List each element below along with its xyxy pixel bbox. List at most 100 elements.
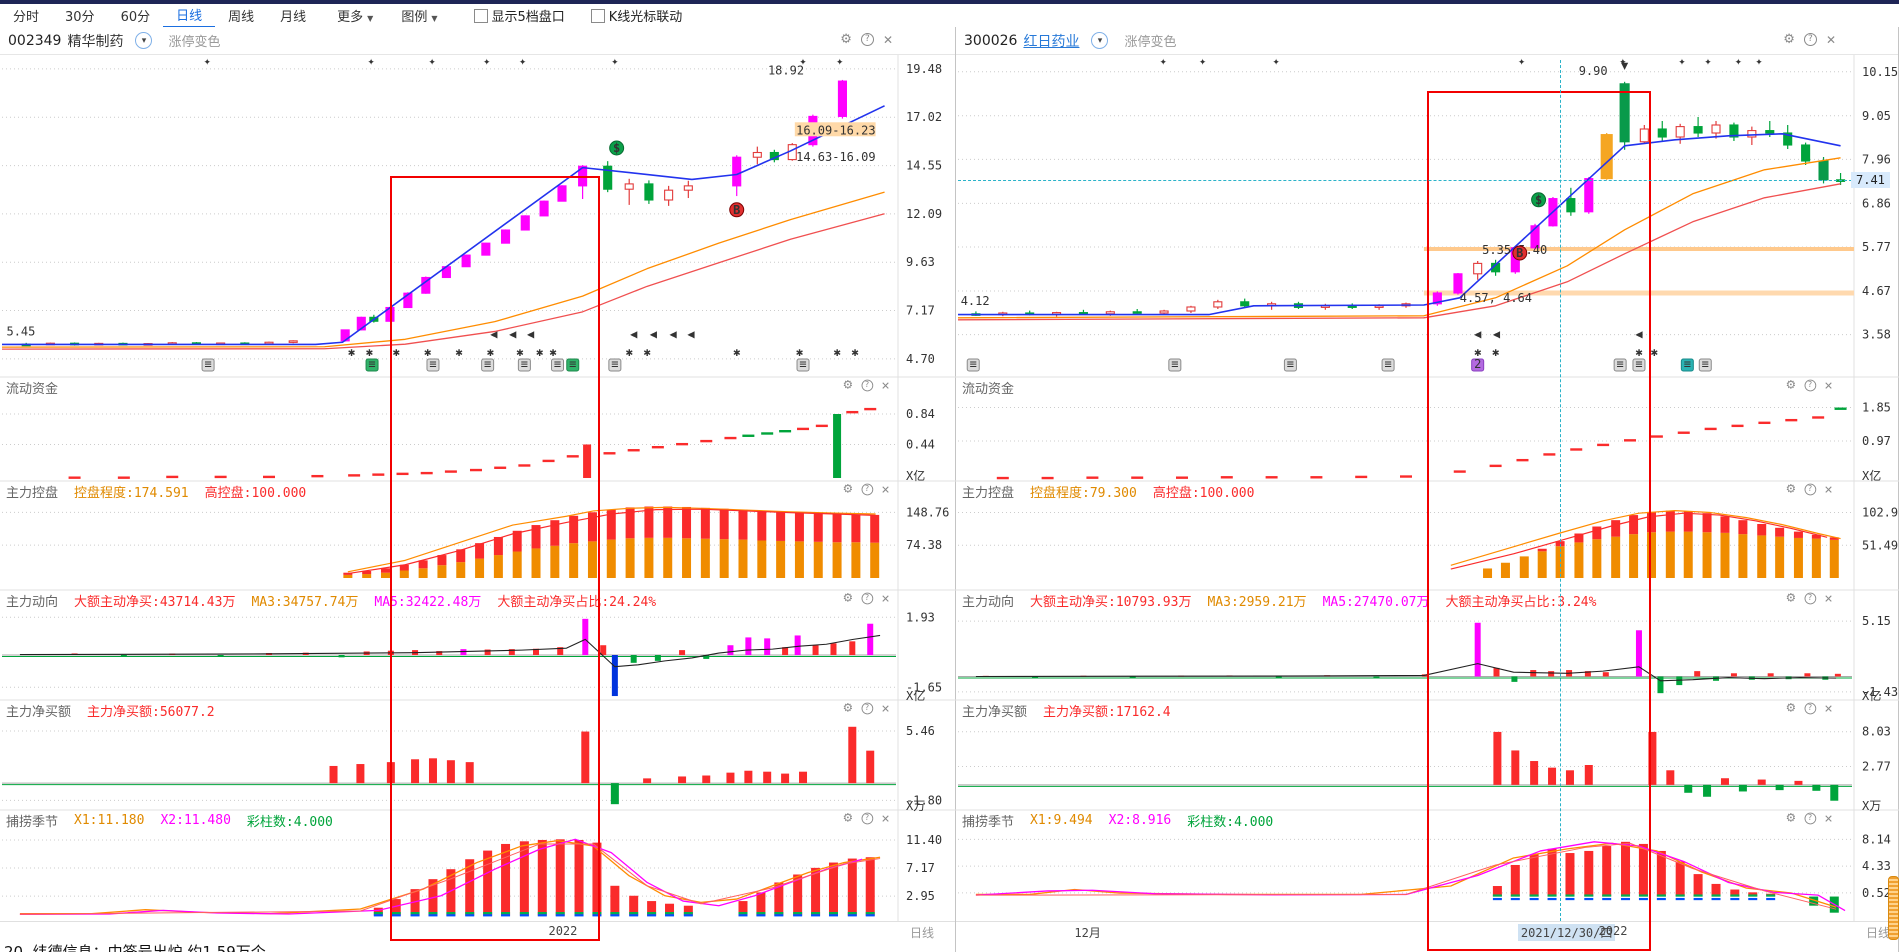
svg-text:19.48: 19.48 <box>906 62 942 76</box>
svg-text:✦: ✦ <box>836 55 843 68</box>
svg-text:◀: ◀ <box>490 327 498 341</box>
close-icon[interactable]: ✕ <box>1824 812 1834 825</box>
close-icon[interactable]: ✕ <box>881 702 891 715</box>
indicator-label: 流动资金 <box>962 381 1015 397</box>
gear-icon[interactable]: ⚙ <box>842 591 854 606</box>
svg-text:≡: ≡ <box>1384 357 1391 371</box>
svg-text:X亿: X亿 <box>906 688 925 703</box>
help-icon[interactable]: ? <box>861 812 874 825</box>
indicator-header-move: 主力动向 大额主动净买:43714.43万 MA3:34757.74万 MA5:324… <box>6 591 656 610</box>
gear-icon[interactable]: ⚙ <box>1785 591 1797 606</box>
svg-text:✦: ✦ <box>368 55 375 68</box>
gear-icon[interactable]: ⚙ <box>842 378 854 393</box>
svg-text:✱: ✱ <box>424 345 431 359</box>
stock-code: 002349 <box>8 32 62 49</box>
svg-text:≡: ≡ <box>970 357 977 371</box>
help-icon[interactable]: ? <box>1804 379 1817 392</box>
indicator-label: 捕捞季节 <box>6 814 59 830</box>
tab-30分[interactable]: 30分 <box>65 10 95 25</box>
gear-icon[interactable]: ⚙ <box>842 811 854 826</box>
svg-text:✦: ✦ <box>483 55 490 68</box>
svg-text:11.40: 11.40 <box>906 833 942 847</box>
indicator-value: 彩柱数:4.000 <box>246 814 333 830</box>
svg-text:2.95: 2.95 <box>906 889 935 903</box>
help-icon[interactable]: ? <box>1804 483 1817 496</box>
svg-text:◀: ◀ <box>630 327 638 341</box>
close-icon[interactable]: ✕ <box>1824 592 1834 605</box>
svg-text:≡: ≡ <box>799 357 806 371</box>
gear-icon[interactable]: ⚙ <box>1785 482 1797 497</box>
close-icon[interactable]: ✕ <box>881 483 891 496</box>
svg-text:74.38: 74.38 <box>906 538 942 552</box>
svg-text:14.55: 14.55 <box>906 159 942 173</box>
crosshair-date: 2021/12/30/四 <box>1517 924 1616 941</box>
help-icon[interactable]: ? <box>861 379 874 392</box>
checkbox-显示5档盘口[interactable]: 显示5档盘口 <box>473 6 565 25</box>
svg-text:✱: ✱ <box>733 345 740 359</box>
svg-text:◀: ◀ <box>687 327 695 341</box>
menu-图例[interactable]: 图例 ▼ <box>401 10 438 25</box>
stock-name[interactable]: 红日药业 <box>1023 33 1080 50</box>
svg-text:▼: ▼ <box>1621 59 1629 73</box>
indicator-value: 主力净买额:17162.4 <box>1043 704 1171 720</box>
tab-日线[interactable]: 日线 <box>163 3 216 28</box>
help-icon[interactable]: ? <box>1804 812 1817 825</box>
stock-dropdown[interactable]: ▾ <box>1091 32 1109 49</box>
gear-icon[interactable]: ⚙ <box>1785 701 1797 716</box>
close-icon[interactable]: ✕ <box>1824 379 1834 392</box>
tab-周线[interactable]: 周线 <box>228 10 255 25</box>
svg-text:✦: ✦ <box>1160 55 1167 68</box>
tab-60分[interactable]: 60分 <box>120 10 151 25</box>
indicator-label: 主力动向 <box>962 594 1015 610</box>
close-icon[interactable]: ✕ <box>881 592 891 605</box>
tab-月线[interactable]: 月线 <box>280 10 307 25</box>
panel-action-icons: ⚙? ✕ <box>1786 593 1833 605</box>
close-icon[interactable]: ✕ <box>881 812 891 825</box>
svg-text:1.93: 1.93 <box>906 610 935 624</box>
gear-icon[interactable]: ⚙ <box>1783 32 1795 47</box>
svg-text:17.02: 17.02 <box>906 110 942 124</box>
close-icon[interactable]: ✕ <box>882 32 893 47</box>
indicator-header-season: 捕捞季节 X1:11.180 X2:11.480 彩柱数:4.000 <box>6 811 333 830</box>
close-icon[interactable]: ✕ <box>1825 32 1836 47</box>
menu-更多[interactable]: 更多 ▼ <box>337 10 374 25</box>
stock-dropdown[interactable]: ▾ <box>135 32 153 49</box>
gear-icon[interactable]: ⚙ <box>1785 811 1797 826</box>
chart-right: 10.159.057.966.865.774.673.589.905.35-5.… <box>956 55 1899 921</box>
svg-text:✦: ✦ <box>519 55 526 68</box>
close-icon[interactable]: ✕ <box>881 379 891 392</box>
close-icon[interactable]: ✕ <box>1824 702 1834 715</box>
tab-分时[interactable]: 分时 <box>13 10 40 25</box>
svg-text:4.70: 4.70 <box>906 352 935 366</box>
help-icon[interactable]: ? <box>1804 592 1817 605</box>
help-icon[interactable]: ? <box>1803 33 1817 46</box>
close-icon[interactable]: ✕ <box>1824 483 1834 496</box>
vertical-scrollbar[interactable] <box>1888 876 1899 940</box>
svg-text:≡: ≡ <box>484 357 491 371</box>
indicator-value: 高控盘:100.000 <box>1152 485 1255 501</box>
help-icon[interactable]: ? <box>1804 702 1817 715</box>
panel-header-left: 002349 精华制药 ▾ 涨停变色 ⚙? ✕ <box>0 27 955 55</box>
date-label: 2022 <box>1598 924 1628 938</box>
checkbox-K线光标联动[interactable]: K线光标联动 <box>590 6 682 25</box>
gear-icon[interactable]: ⚙ <box>842 701 854 716</box>
help-icon[interactable]: ? <box>860 33 874 46</box>
gear-icon[interactable]: ⚙ <box>1785 378 1797 393</box>
indicator-header-netbuy: 主力净买额 主力净买额:17162.4 <box>962 701 1171 720</box>
svg-text:≡: ≡ <box>569 357 576 371</box>
svg-text:7.17: 7.17 <box>906 861 935 875</box>
gear-icon[interactable]: ⚙ <box>842 482 854 497</box>
svg-text:10.15: 10.15 <box>1862 65 1898 79</box>
svg-text:3.58: 3.58 <box>1862 328 1891 342</box>
svg-text:4.12: 4.12 <box>961 294 990 308</box>
indicator-label: 主力控盘 <box>6 485 59 501</box>
help-icon[interactable]: ? <box>861 592 874 605</box>
help-icon[interactable]: ? <box>861 702 874 715</box>
indicator-label: 主力净买额 <box>6 704 72 720</box>
panel-header-right: 300026 红日药业 ▾ 涨停变色 ⚙? ✕ <box>956 27 1898 55</box>
svg-text:✦: ✦ <box>1619 55 1626 68</box>
help-icon[interactable]: ? <box>861 483 874 496</box>
indicator-label: 流动资金 <box>6 381 59 397</box>
gear-icon[interactable]: ⚙ <box>840 32 852 47</box>
toolbar-tabs: 分时 30分 60分 日线 周线 月线 <box>0 3 319 28</box>
